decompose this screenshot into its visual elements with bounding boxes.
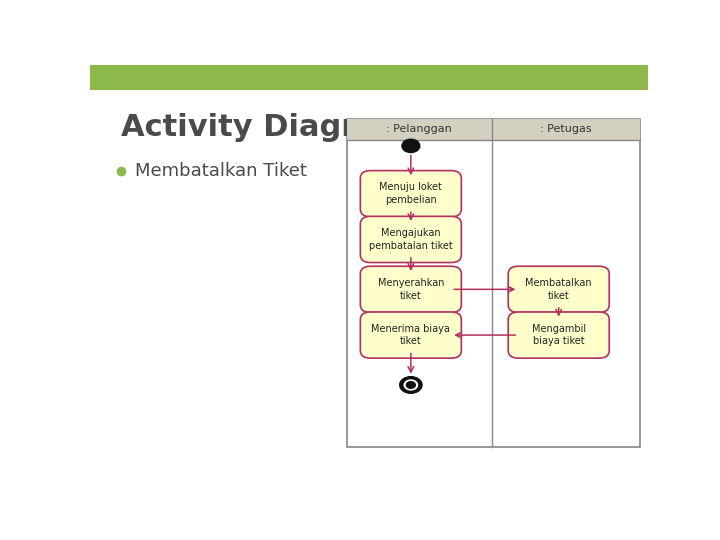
FancyBboxPatch shape [360,217,462,262]
Text: : Pelanggan: : Pelanggan [387,124,452,134]
Circle shape [400,377,422,393]
FancyBboxPatch shape [508,312,609,358]
FancyBboxPatch shape [347,119,639,447]
FancyBboxPatch shape [508,266,609,313]
Text: Activity Diagram: Activity Diagram [121,113,408,141]
Circle shape [402,139,420,152]
Text: Menyerahkan
tiket: Menyerahkan tiket [377,278,444,301]
Text: Mengajukan
pembatalan tiket: Mengajukan pembatalan tiket [369,228,453,251]
Circle shape [404,380,418,390]
Text: Mengambil
biaya tiket: Mengambil biaya tiket [531,324,586,346]
FancyBboxPatch shape [360,171,462,217]
Text: Menuju loket
pembelian: Menuju loket pembelian [379,183,442,205]
Text: Membatalkan
tiket: Membatalkan tiket [526,278,592,301]
Text: : Petugas: : Petugas [540,124,592,134]
Text: Menerima biaya
tiket: Menerima biaya tiket [372,324,450,346]
FancyBboxPatch shape [347,119,639,140]
Text: Membatalkan Tiket: Membatalkan Tiket [135,162,307,180]
FancyBboxPatch shape [360,312,462,358]
Circle shape [406,382,415,388]
FancyBboxPatch shape [360,266,462,313]
FancyBboxPatch shape [90,65,648,90]
